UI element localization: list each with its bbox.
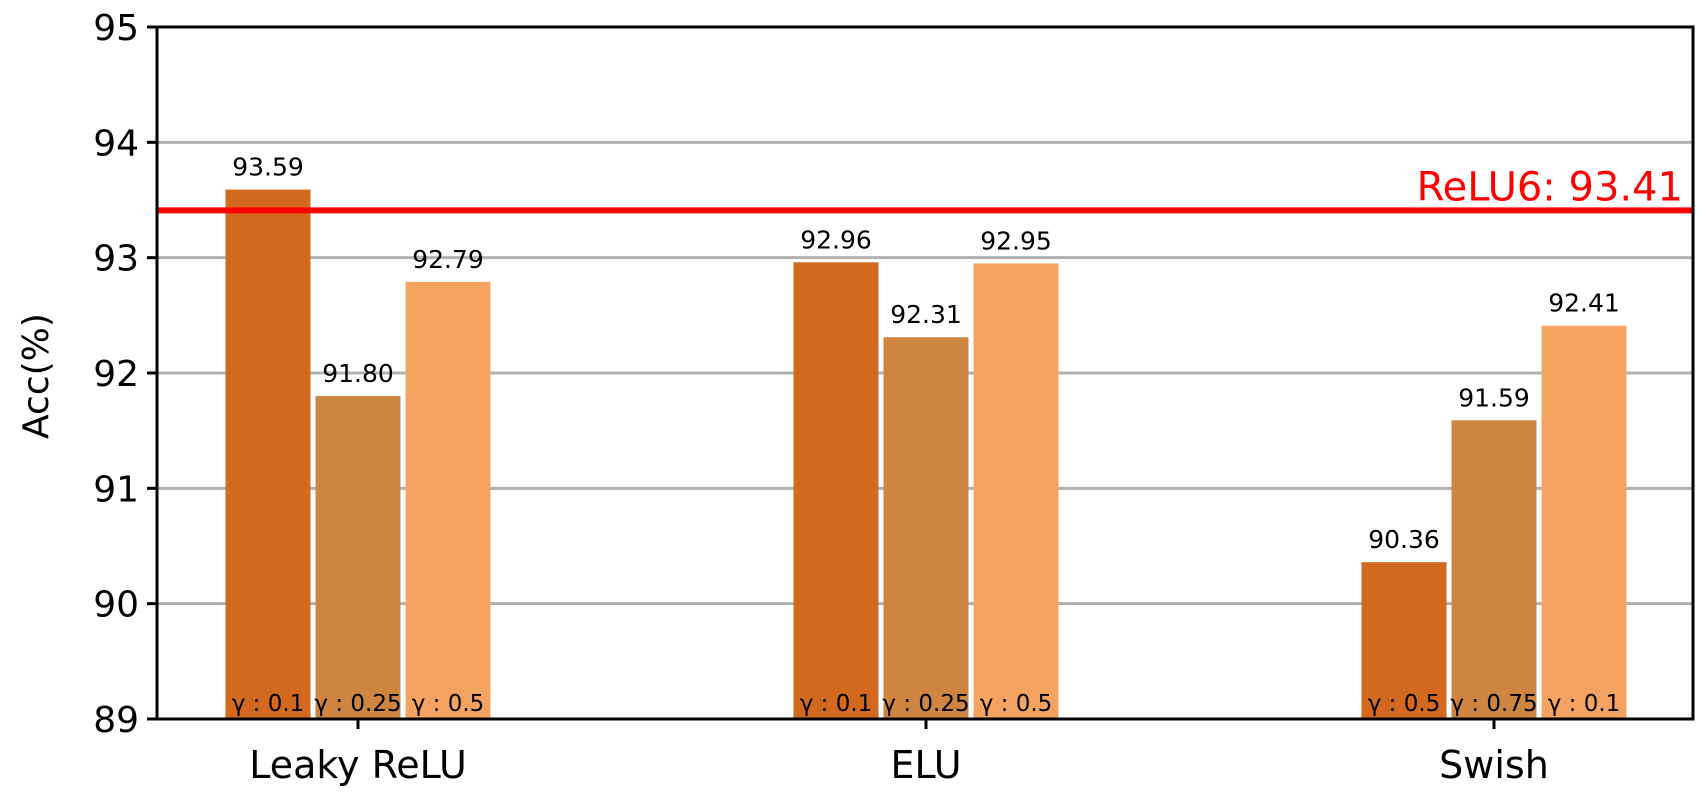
bar <box>1541 325 1627 719</box>
bar <box>315 396 401 719</box>
bar <box>1451 420 1537 719</box>
bar <box>793 262 879 719</box>
bar-value-label: 91.80 <box>322 359 394 388</box>
y-tick-label: 90 <box>93 585 139 626</box>
gamma-label: γ : 0.25 <box>314 691 401 717</box>
bar-value-label: 92.31 <box>890 300 962 329</box>
bar <box>405 281 491 719</box>
gamma-label: γ : 0.25 <box>882 691 969 717</box>
y-tick-label: 95 <box>93 8 139 49</box>
bar-value-label: 92.96 <box>800 225 872 254</box>
y-tick-label: 93 <box>93 239 139 280</box>
gamma-label: γ : 0.5 <box>1368 691 1441 717</box>
data-labels: 93.59 γ : 0.1 91.80 γ : 0.25 92.79 γ : 0.5 92.… <box>232 153 1621 717</box>
bar-value-label: 90.36 <box>1368 525 1440 554</box>
bar <box>973 263 1059 719</box>
gamma-label: γ : 0.1 <box>1548 691 1621 717</box>
bar-value-label: 92.95 <box>980 226 1052 255</box>
y-tick-label: 94 <box>93 123 139 164</box>
bar <box>883 337 969 719</box>
bar-value-label: 92.41 <box>1548 289 1620 318</box>
reference-line-label: ReLU6: 93.41 <box>1417 164 1683 210</box>
bars <box>225 189 1627 719</box>
gamma-label: γ : 0.5 <box>412 691 485 717</box>
gamma-label: γ : 0.5 <box>980 691 1053 717</box>
x-category-label: ELU <box>890 743 961 787</box>
bar <box>1361 562 1447 719</box>
x-category-label: Leaky ReLU <box>249 743 467 787</box>
bar-value-label: 92.79 <box>412 245 484 274</box>
y-axis-title: Acc(%) <box>16 313 57 439</box>
gamma-label: γ : 0.1 <box>232 691 305 717</box>
gamma-label: γ : 0.75 <box>1450 691 1537 717</box>
bar-value-label: 93.59 <box>232 153 304 182</box>
y-tick-label: 92 <box>93 354 139 395</box>
y-tick-label: 89 <box>93 700 139 741</box>
x-category-label: Swish <box>1439 743 1549 787</box>
axes: 89 90 91 92 93 94 95 Leaky ReLU ELU Swish <box>93 8 1695 787</box>
reference-line-group: ReLU6: 93.41 <box>157 164 1693 214</box>
bar-value-label: 91.59 <box>1458 383 1530 412</box>
y-tick-label: 91 <box>93 469 139 510</box>
bar <box>225 189 311 719</box>
gamma-label: γ : 0.1 <box>800 691 873 717</box>
